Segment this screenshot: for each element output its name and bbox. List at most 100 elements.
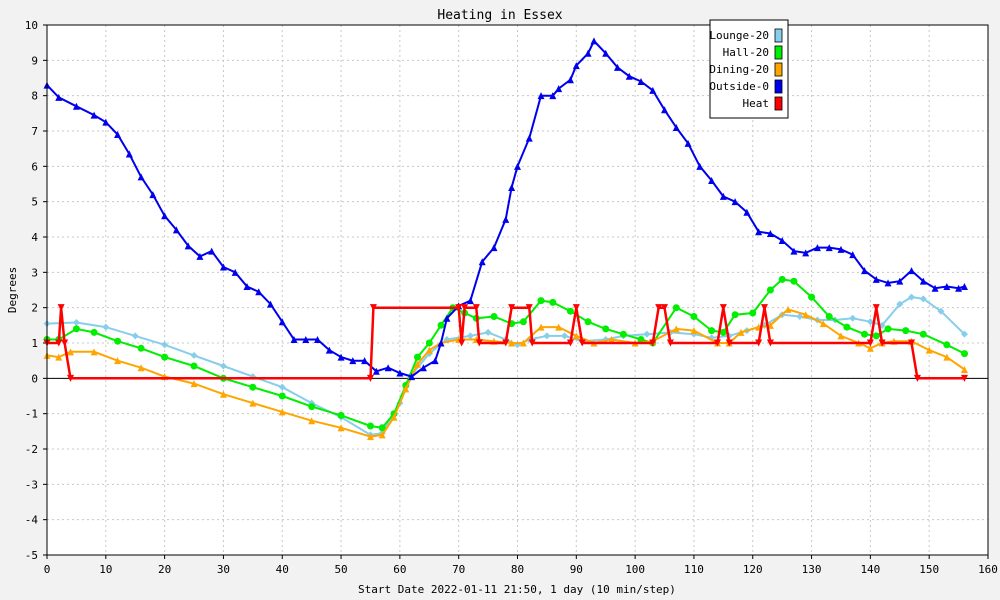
data-point xyxy=(67,348,75,356)
legend-swatch-hall-20 xyxy=(774,45,783,60)
x-tick-label: 90 xyxy=(570,563,583,576)
data-point xyxy=(784,305,792,313)
data-point xyxy=(190,380,198,388)
data-point xyxy=(808,293,816,301)
data-point xyxy=(637,78,645,86)
data-point xyxy=(57,304,65,312)
data-point xyxy=(137,173,145,181)
data-point xyxy=(508,304,516,312)
legend-label-hall-20: Hall-20 xyxy=(723,46,769,59)
data-point xyxy=(55,353,63,361)
y-tick-label: 3 xyxy=(31,266,38,279)
data-point xyxy=(114,337,122,345)
data-point xyxy=(761,304,769,312)
data-point xyxy=(896,300,904,308)
data-point xyxy=(919,277,927,285)
data-point xyxy=(337,424,345,432)
data-point xyxy=(749,309,757,317)
data-point xyxy=(743,208,751,216)
data-point xyxy=(878,339,886,347)
y-tick-label: 5 xyxy=(31,196,38,209)
x-tick-label: 150 xyxy=(919,563,939,576)
data-point xyxy=(602,49,610,57)
data-point xyxy=(872,304,880,312)
data-point xyxy=(466,297,474,305)
x-tick-label: 160 xyxy=(978,563,998,576)
y-tick-label: 7 xyxy=(31,125,38,138)
data-point xyxy=(572,332,580,340)
data-point xyxy=(955,284,963,292)
legend-label-outside-0: Outside-0 xyxy=(709,80,769,93)
data-point xyxy=(137,364,145,372)
data-point xyxy=(931,284,939,292)
data-point xyxy=(719,192,727,200)
data-point xyxy=(649,339,657,347)
data-point xyxy=(566,76,574,84)
data-point xyxy=(55,93,63,101)
data-point xyxy=(458,339,466,347)
data-point xyxy=(943,341,951,349)
legend-label-heat: Heat xyxy=(743,97,770,110)
data-point xyxy=(67,374,75,382)
data-point xyxy=(102,118,110,126)
data-point xyxy=(414,360,422,368)
data-point xyxy=(549,298,557,306)
data-point xyxy=(960,374,968,382)
data-point xyxy=(549,92,557,100)
data-point xyxy=(172,226,180,234)
data-point xyxy=(437,339,445,347)
x-tick-label: 120 xyxy=(743,563,763,576)
data-point xyxy=(572,62,580,70)
data-point xyxy=(602,325,610,333)
data-point xyxy=(555,323,563,331)
data-point xyxy=(278,392,286,400)
data-point xyxy=(960,366,968,373)
data-point xyxy=(414,353,421,361)
data-point xyxy=(90,348,98,356)
data-point xyxy=(561,332,569,340)
data-point xyxy=(672,304,680,312)
data-point xyxy=(943,353,951,361)
data-point xyxy=(608,335,616,343)
data-point xyxy=(266,300,274,308)
data-point xyxy=(337,353,345,361)
data-point xyxy=(378,424,386,432)
data-point xyxy=(708,327,716,335)
data-point xyxy=(369,304,377,312)
series-line-lounge-20 xyxy=(46,296,966,436)
data-point xyxy=(755,339,763,347)
x-tick-label: 70 xyxy=(452,563,465,576)
data-point xyxy=(208,247,216,255)
data-point xyxy=(219,263,227,271)
x-tick-label: 30 xyxy=(217,563,230,576)
data-point xyxy=(161,341,169,349)
y-tick-label: -4 xyxy=(25,514,39,527)
y-tick-label: -1 xyxy=(25,408,38,421)
data-point xyxy=(861,330,868,338)
data-point xyxy=(461,304,469,312)
data-point xyxy=(466,332,474,340)
data-point xyxy=(825,313,833,320)
data-point xyxy=(613,63,621,71)
data-point xyxy=(866,339,874,347)
data-point xyxy=(72,325,80,333)
data-point xyxy=(566,339,574,347)
data-point xyxy=(655,304,663,312)
data-point xyxy=(455,304,463,312)
data-point xyxy=(572,304,580,312)
data-point xyxy=(643,330,651,338)
y-axis-label: Degrees xyxy=(6,267,19,313)
data-point xyxy=(537,297,545,305)
chart-title: Heating in Essex xyxy=(437,8,562,23)
y-tick-label: 2 xyxy=(31,302,38,315)
x-tick-label: 40 xyxy=(276,563,289,576)
data-point xyxy=(725,339,733,347)
data-point xyxy=(475,339,483,347)
data-point xyxy=(408,373,416,381)
data-point xyxy=(190,351,198,359)
data-point xyxy=(255,288,263,296)
data-point xyxy=(396,369,404,377)
data-point xyxy=(219,390,227,398)
data-point xyxy=(519,339,527,347)
x-tick-label: 100 xyxy=(625,563,645,576)
